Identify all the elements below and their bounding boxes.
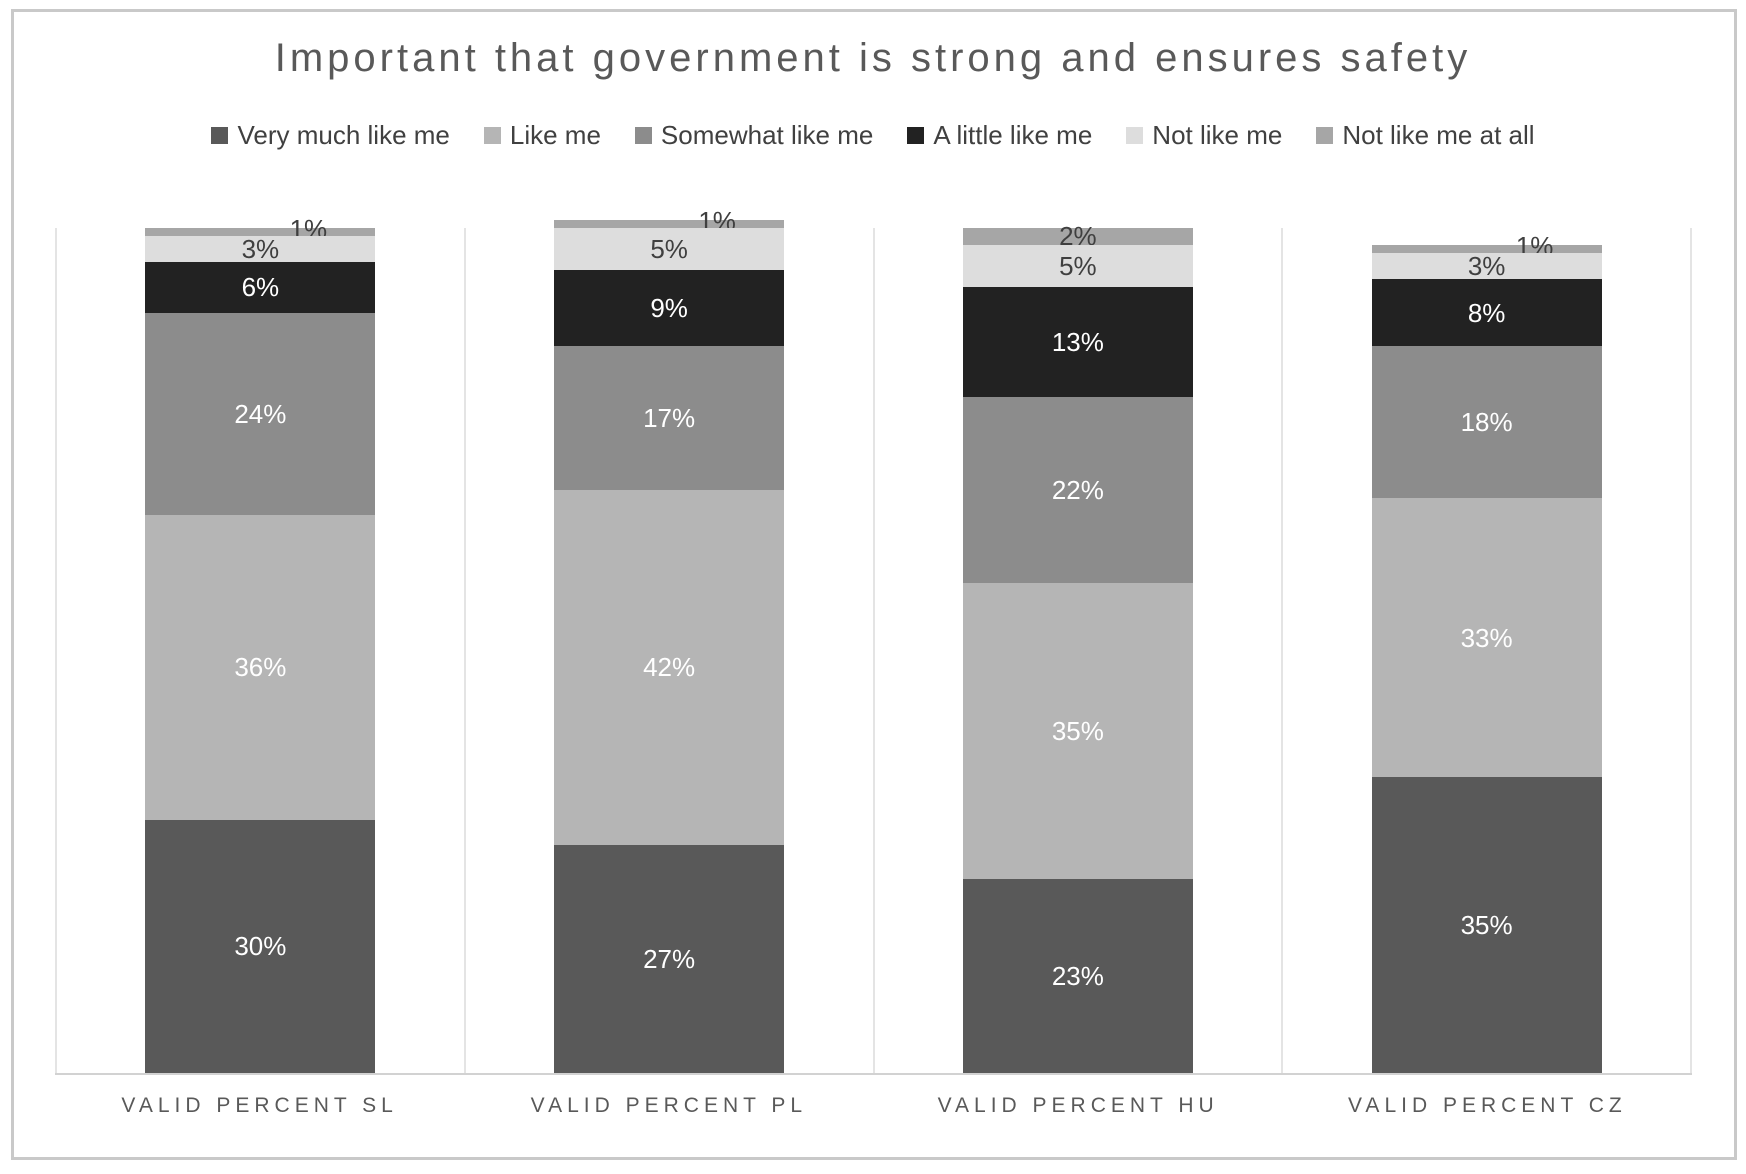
segment-not-like-me-at-all: 1% — [554, 208, 785, 234]
segment-label: 33% — [1460, 622, 1513, 653]
segment-label: 3% — [241, 234, 280, 265]
segment-somewhat-like-me: 22% — [962, 397, 1193, 583]
legend-item-like-me: Like me — [483, 120, 601, 151]
segment-very-much-like-me: 27% — [554, 844, 785, 1073]
legend: Very much like me Like me Somewhat like me… — [0, 120, 1746, 151]
legend-label: Not like me at all — [1342, 120, 1535, 150]
stacked-bar-valid-percent-pl: 1% 5% 9% 17% 42% 27% — [554, 208, 785, 1073]
segment-label: 27% — [643, 943, 696, 974]
legend-label: Like me — [509, 120, 601, 150]
legend-label: A little like me — [933, 120, 1093, 150]
plot-area: 1% 3% 6% 24% 36% 30% 1% 5% 9% 17% 42% 27% 2% 5% 13% 22%… — [55, 208, 1692, 1075]
legend-marker-icon — [1126, 127, 1144, 144]
segment-label: 17% — [643, 403, 696, 434]
legend-marker-icon — [634, 127, 652, 144]
axis-label-valid-percent-hu: VALID PERCENT HU — [937, 1094, 1219, 1117]
segment-label: 30% — [234, 931, 287, 962]
segment-not-like-me-at-all: 2% — [962, 223, 1193, 249]
segment-label: 24% — [234, 398, 287, 429]
segment-label: 6% — [241, 272, 280, 303]
legend-label: Somewhat like me — [660, 120, 874, 150]
chart-title: Important that government is strong and … — [274, 36, 1472, 80]
segment-very-much-like-me: 35% — [1371, 777, 1602, 1073]
segment-like-me: 33% — [1371, 498, 1602, 778]
axis-label-valid-percent-sl: VALID PERCENT SL — [121, 1094, 398, 1117]
segment-like-me: 42% — [554, 489, 785, 845]
segment-not-like-me: 3% — [145, 234, 376, 265]
segment-very-much-like-me: 23% — [962, 878, 1193, 1073]
legend-item-not-like-me-at-all: Not like me at all — [1316, 120, 1535, 151]
segment-label: 35% — [1460, 910, 1513, 941]
segment-label: 35% — [1051, 715, 1104, 746]
segment-label: 8% — [1467, 297, 1506, 328]
segment-label: 9% — [650, 293, 688, 324]
segment-like-me: 36% — [145, 515, 376, 820]
segment-like-me: 35% — [962, 582, 1193, 879]
segment-label: 42% — [643, 652, 696, 683]
segment-label: 18% — [1460, 407, 1513, 438]
segment-very-much-like-me: 30% — [145, 819, 376, 1073]
segment-not-like-me: 5% — [962, 244, 1193, 288]
legend-item-a-little-like-me: A little like me — [907, 120, 1092, 151]
legend-marker-icon — [211, 127, 229, 144]
category-region-valid-percent-sl: 1% 3% 6% 24% 36% 30% — [55, 216, 464, 1073]
legend-marker-icon — [483, 127, 501, 144]
category-axis: VALID PERCENT SL VALID PERCENT PL VALID PE… — [55, 1094, 1692, 1118]
category-region-valid-percent-pl: 1% 5% 9% 17% 42% 27% — [463, 208, 873, 1073]
stacked-bar-valid-percent-hu: 2% 5% 13% 22% 35% 23% — [962, 223, 1193, 1073]
segment-label: 36% — [234, 652, 287, 683]
segment-label: 13% — [1051, 327, 1104, 358]
axis-label-valid-percent-cz: VALID PERCENT CZ — [1347, 1094, 1627, 1117]
category-region-valid-percent-cz: 1% 3% 8% 18% 33% 35% — [1281, 228, 1692, 1073]
segment-not-like-me: 3% — [1371, 251, 1602, 282]
legend-label: Not like me — [1152, 120, 1283, 150]
stacked-bar-valid-percent-cz: 1% 3% 8% 18% 33% 35% — [1371, 228, 1602, 1073]
legend-marker-icon — [1316, 127, 1334, 144]
segment-not-like-me: 5% — [554, 228, 785, 271]
stacked-bar-valid-percent-sl: 1% 3% 6% 24% 36% 30% — [145, 216, 376, 1073]
legend-item-very-much-like-me: Very much like me — [211, 120, 450, 151]
segment-somewhat-like-me: 24% — [145, 312, 376, 516]
legend-label: Very much like me — [237, 120, 450, 150]
axis-label-valid-percent-pl: VALID PERCENT PL — [530, 1094, 808, 1117]
segment-label: 23% — [1051, 960, 1104, 991]
segment-label: 3% — [1467, 251, 1506, 282]
segment-a-little-like-me: 13% — [962, 287, 1193, 398]
legend-marker-icon — [907, 127, 925, 144]
segment-somewhat-like-me: 18% — [1371, 346, 1602, 499]
segment-a-little-like-me: 8% — [1371, 278, 1602, 347]
segment-a-little-like-me: 9% — [554, 270, 785, 347]
legend-item-not-like-me: Not like me — [1126, 120, 1282, 151]
segment-label: 5% — [1059, 251, 1097, 282]
segment-somewhat-like-me: 17% — [554, 346, 785, 490]
category-region-valid-percent-hu: 2% 5% 13% 22% 35% 23% — [872, 223, 1282, 1073]
segment-label: 5% — [650, 234, 688, 265]
segment-label: 22% — [1051, 474, 1104, 505]
segment-a-little-like-me: 6% — [145, 261, 376, 313]
legend-item-somewhat-like-me: Somewhat like me — [634, 120, 874, 151]
